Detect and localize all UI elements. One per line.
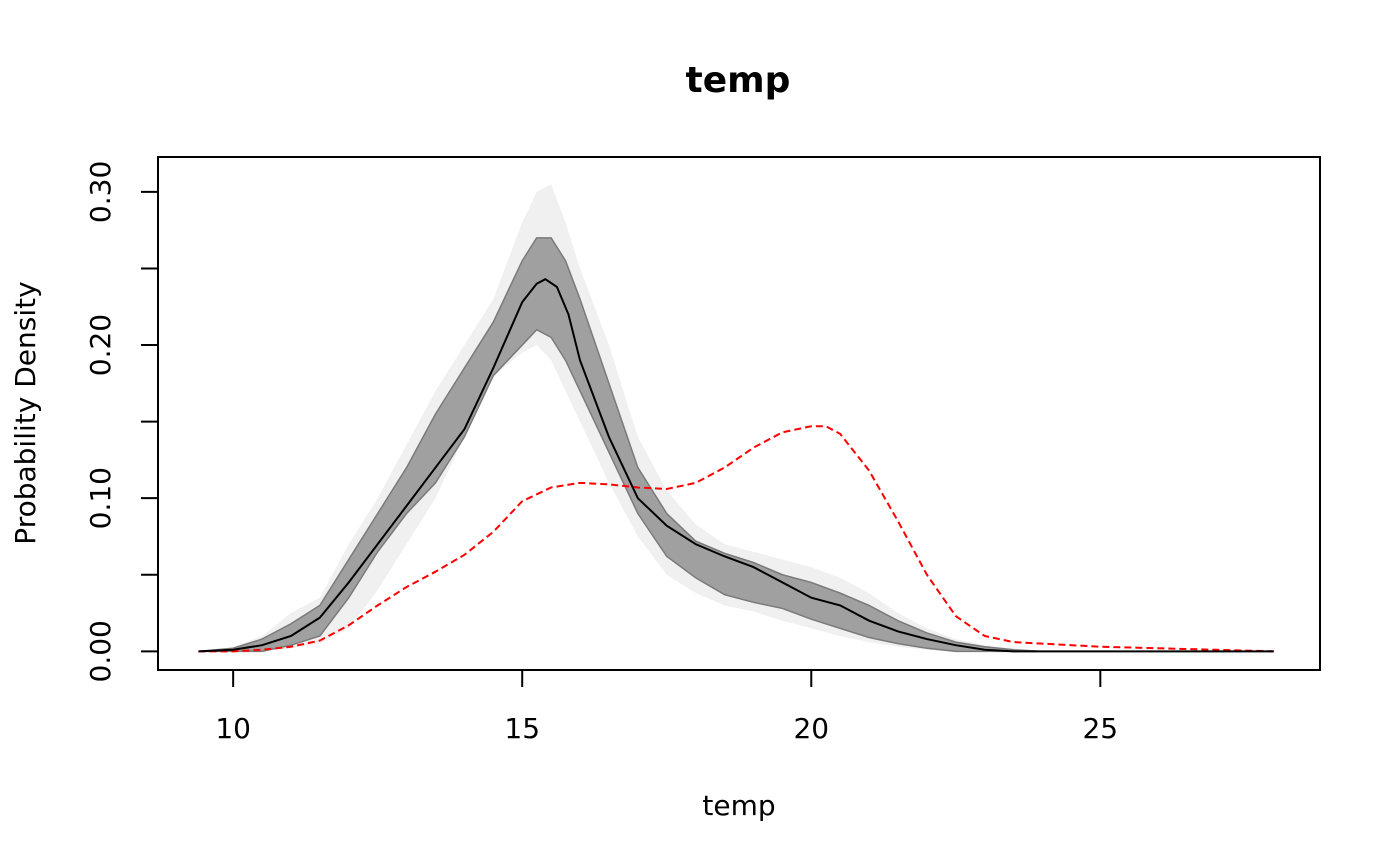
x-tick-label: 20 <box>793 712 829 745</box>
x-tick-label: 10 <box>215 712 251 745</box>
y-tick-label: 0.30 <box>84 161 117 223</box>
y-tick-label: 0.00 <box>84 620 117 682</box>
y-tick-label: 0.10 <box>84 467 117 529</box>
y-axis: 0.00 0.10 0.20 0.30 <box>84 161 159 682</box>
confidence-bands <box>198 184 1274 653</box>
y-tick-label: 0.20 <box>84 314 117 376</box>
y-axis-label: Probability Density <box>9 281 42 544</box>
x-tick-label: 15 <box>504 712 540 745</box>
x-axis: 10 15 20 25 <box>215 669 1118 745</box>
observed-density-line <box>198 425 1274 653</box>
x-axis-label: temp <box>702 789 775 822</box>
median-density-line <box>198 278 1274 653</box>
x-tick-label: 25 <box>1082 712 1118 745</box>
density-lines <box>198 278 1274 653</box>
inner-band <box>198 237 1274 653</box>
chart-title: temp <box>686 60 791 101</box>
